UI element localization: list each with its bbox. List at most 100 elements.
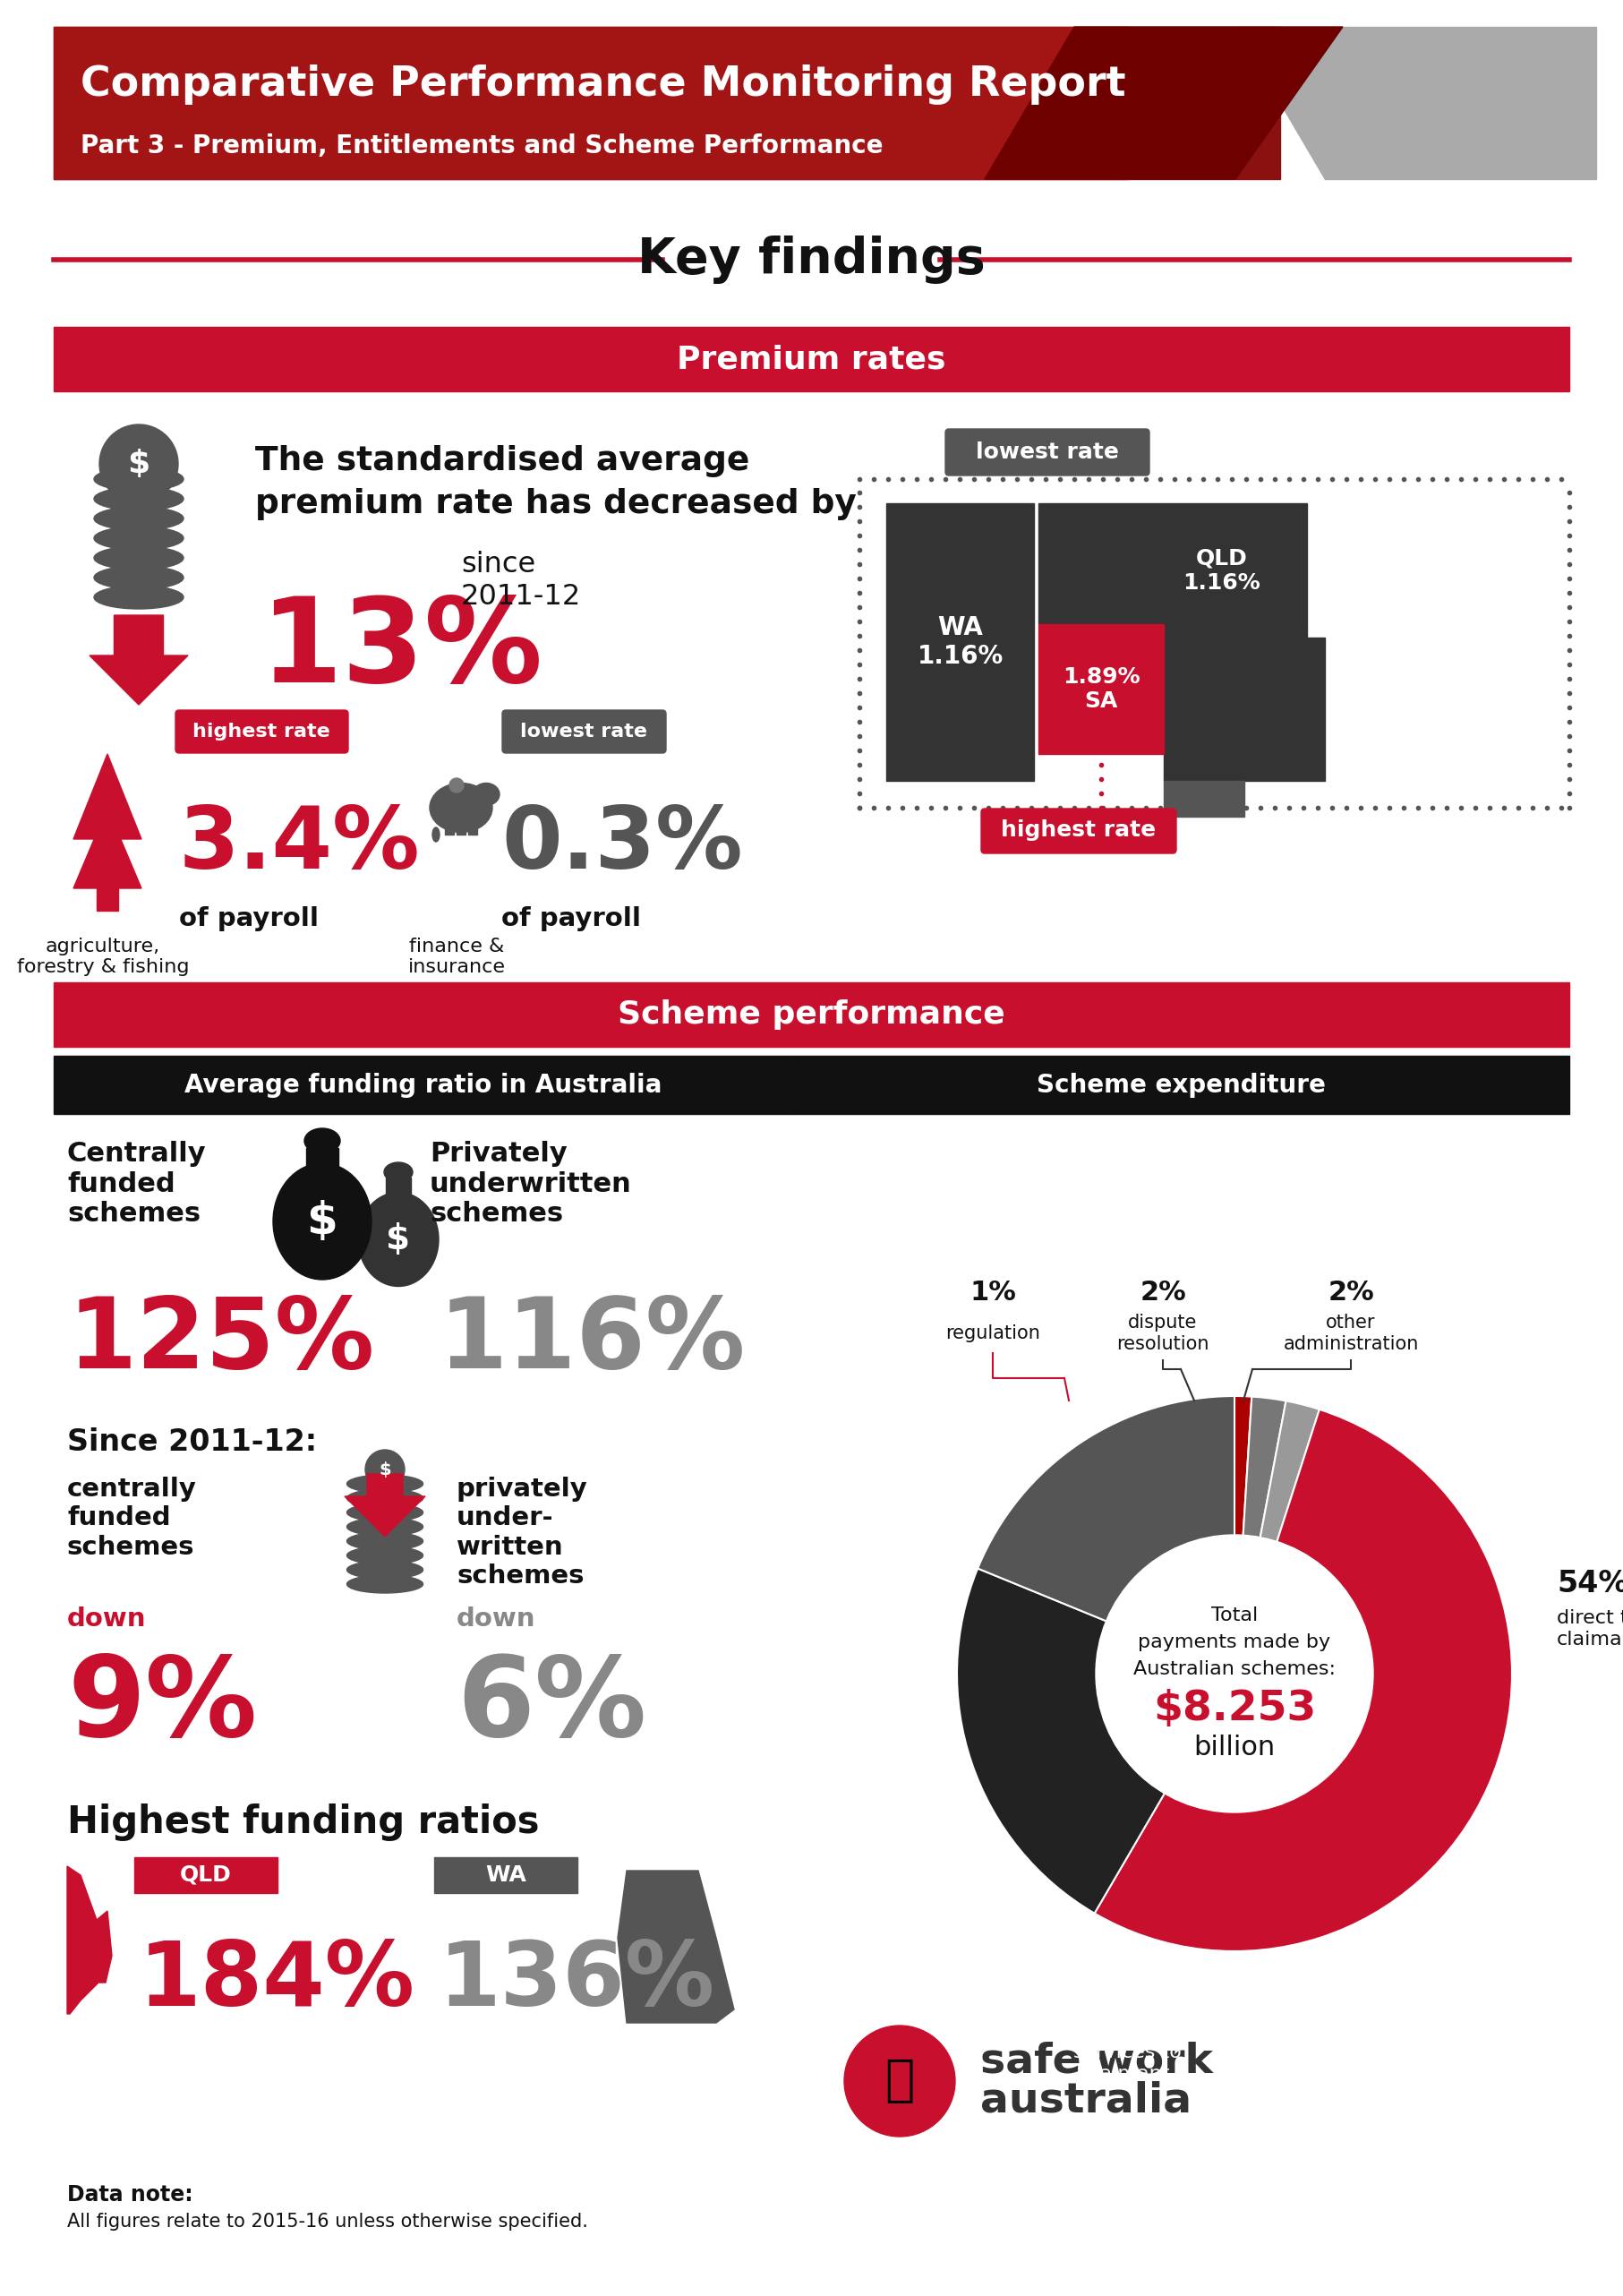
Ellipse shape [347,1490,424,1506]
Ellipse shape [472,783,500,806]
Bar [54,983,1569,1047]
Text: premium rate has decreased by: premium rate has decreased by [255,489,857,521]
Ellipse shape [94,526,183,549]
Text: Centrally
funded
schemes: Centrally funded schemes [67,1141,206,1226]
Text: Data note:: Data note: [67,2183,193,2206]
Bar [54,326,1569,390]
Polygon shape [73,808,141,889]
Ellipse shape [94,546,183,569]
FancyBboxPatch shape [502,709,665,753]
Ellipse shape [347,1504,424,1522]
Ellipse shape [432,827,440,843]
Text: $: $ [378,1460,391,1479]
Text: australia: australia [980,2080,1191,2122]
Text: agriculture,
forestry & fishing: agriculture, forestry & fishing [16,937,190,976]
FancyBboxPatch shape [435,1857,578,1892]
Ellipse shape [94,585,183,608]
Text: 54%: 54% [1556,1570,1623,1598]
Bar [54,1056,792,1114]
Text: 125%: 125% [67,1293,375,1389]
Text: direct to
claimant: direct to claimant [1556,1609,1623,1649]
Wedge shape [1235,1396,1251,1674]
Text: highest rate: highest rate [1001,820,1156,840]
Text: $: $ [128,448,149,480]
Text: Highest funding ratios: Highest funding ratios [67,1802,539,1841]
Ellipse shape [347,1518,424,1536]
Text: 2%: 2% [1328,1281,1375,1306]
Text: Scheme performance: Scheme performance [618,999,1005,1031]
Circle shape [844,2025,956,2138]
Ellipse shape [430,783,492,833]
Text: $: $ [386,1221,411,1256]
Text: privately
under-
written
schemes: privately under- written schemes [456,1476,588,1589]
FancyBboxPatch shape [175,709,349,753]
Bar [97,884,118,912]
Wedge shape [977,1396,1235,1674]
Bar [54,28,1128,179]
Bar [1039,503,1136,625]
Bar [1164,781,1245,817]
Text: 1.89%
SA: 1.89% SA [1063,666,1139,712]
Text: Part 3 - Premium, Entitlements and Scheme Performance: Part 3 - Premium, Entitlements and Schem… [81,133,883,158]
Text: 🦘: 🦘 [885,2057,914,2105]
Text: Australian schemes:: Australian schemes: [1133,1660,1336,1678]
Bar [1164,638,1324,781]
Text: Premium rates: Premium rates [677,344,946,374]
Text: All figures relate to 2015-16 unless otherwise specified.: All figures relate to 2015-16 unless oth… [67,2213,588,2232]
Text: insurance
operations: insurance operations [824,1789,930,1828]
Text: services to
claimant: services to claimant [1073,2043,1182,2082]
Polygon shape [1235,28,1595,179]
Bar [1136,503,1307,638]
Text: 184%: 184% [138,1938,415,2025]
Wedge shape [1094,1410,1513,1952]
Text: down: down [67,1607,146,1632]
Text: Scheme expenditure: Scheme expenditure [1035,1072,1326,1097]
Ellipse shape [347,1474,424,1492]
Text: Total: Total [1211,1607,1258,1623]
Text: lowest rate: lowest rate [975,441,1118,464]
Wedge shape [1235,1401,1319,1674]
Ellipse shape [347,1531,424,1550]
Ellipse shape [385,1162,412,1182]
Text: of payroll: of payroll [502,907,641,932]
Bar [445,822,454,833]
Bar [467,822,477,833]
FancyBboxPatch shape [135,1857,278,1892]
Wedge shape [958,1568,1235,1913]
FancyArrow shape [344,1474,425,1536]
Text: centrally
funded
schemes: centrally funded schemes [67,1476,196,1559]
Ellipse shape [94,468,183,491]
Text: QLD: QLD [180,1864,232,1885]
Text: 136%: 136% [438,1938,716,2025]
Text: WA
1.16%: WA 1.16% [917,615,1003,668]
Ellipse shape [347,1561,424,1580]
Text: Comparative Performance Monitoring Report: Comparative Performance Monitoring Repor… [81,64,1126,106]
Circle shape [365,1449,404,1490]
Circle shape [1096,1534,1373,1812]
Text: Since 2011-12:: Since 2011-12: [67,1428,316,1458]
Bar [456,822,466,833]
Text: down: down [456,1607,536,1632]
Text: other
administration: other administration [1284,1313,1419,1352]
Text: 1%: 1% [969,1281,1016,1306]
Text: WA: WA [485,1864,526,1885]
Polygon shape [73,753,141,838]
Ellipse shape [94,507,183,530]
FancyBboxPatch shape [945,429,1149,475]
Circle shape [99,425,179,503]
Text: 6%: 6% [456,1651,646,1759]
Text: safe work: safe work [980,2041,1212,2082]
Text: $8.253: $8.253 [1152,1690,1316,1729]
Ellipse shape [347,1575,424,1593]
Ellipse shape [305,1127,341,1153]
Circle shape [430,781,438,790]
Text: payments made by: payments made by [1138,1632,1331,1651]
Bar [792,1056,1569,1114]
Ellipse shape [94,487,183,510]
Text: The standardised average: The standardised average [255,445,750,478]
Text: 23%: 23% [1091,2004,1162,2034]
Text: Average funding ratio in Australia: Average funding ratio in Australia [185,1072,662,1097]
Polygon shape [618,1871,734,2023]
Text: since
2011-12: since 2011-12 [461,551,581,611]
Bar [54,28,1281,179]
